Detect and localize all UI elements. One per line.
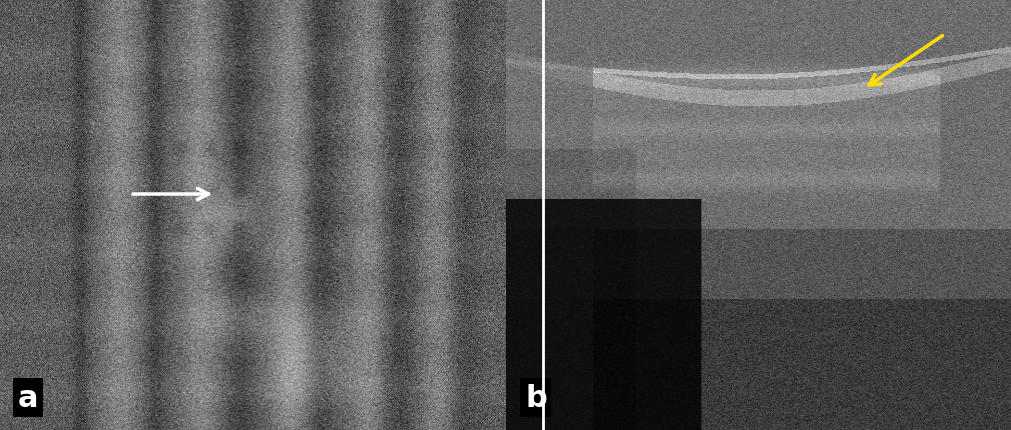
- Text: b: b: [525, 383, 547, 412]
- Text: a: a: [18, 383, 38, 412]
